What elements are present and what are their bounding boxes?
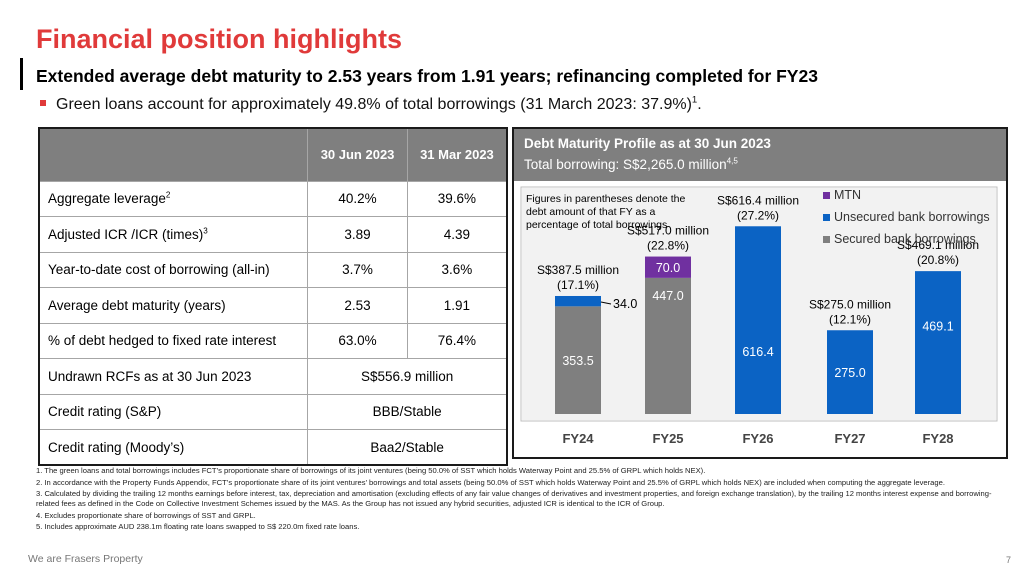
bar-segment xyxy=(735,226,781,414)
footer-tagline: We are Frasers Property xyxy=(28,553,143,565)
table-row: Undrawn RCFs as at 30 Jun 2023 S$556.9 mi… xyxy=(38,358,508,395)
row-value-jun: 3.89 xyxy=(307,216,408,253)
chart-title: Debt Maturity Profile as at 30 Jun 2023 xyxy=(524,136,771,151)
table-corner-cell xyxy=(38,127,309,182)
total-label: S$517.0 million xyxy=(627,224,709,238)
row-value-mar: 4.39 xyxy=(406,216,508,253)
table-row: Year-to-date cost of borrowing (all-in) 3… xyxy=(38,251,508,288)
data-label: 353.5 xyxy=(562,354,593,368)
footnote-item: 4. Excludes proportionate share of borro… xyxy=(36,510,256,520)
page-title: Financial position highlights xyxy=(36,24,402,54)
row-label: % of debt hedged to fixed rate interest xyxy=(38,322,309,359)
row-label: Average debt maturity (years) xyxy=(38,287,309,324)
bar-segment xyxy=(645,277,691,414)
table-row: Aggregate leverage2 40.2% 39.6% xyxy=(38,180,508,217)
row-value-mar: 3.6% xyxy=(406,251,508,288)
total-label: S$387.5 million xyxy=(537,263,619,277)
leader-line xyxy=(600,301,612,305)
row-label: Credit rating (S&P) xyxy=(38,393,309,430)
legend-swatch xyxy=(823,214,830,221)
footnotes: 1. The green loans and total borrowings … xyxy=(36,466,996,534)
data-label: 70.0 xyxy=(656,261,680,275)
chart-subtitle: Total borrowing: S$2,265.0 million4,5 xyxy=(524,156,738,172)
table-row: Credit rating (Moody’s) Baa2/Stable xyxy=(38,429,508,466)
row-value-mar: 39.6% xyxy=(406,180,508,217)
debt-maturity-chart: 353.5 34.0 447.0 70.0 616.4 275.0 469.1 S$387.5… xyxy=(520,186,998,446)
debt-maturity-panel: Debt Maturity Profile as at 30 Jun 2023 … xyxy=(512,127,1008,459)
financial-metrics-table: 30 Jun 2023 31 Mar 2023 Aggregate levera… xyxy=(38,127,508,466)
row-label: Credit rating (Moody’s) xyxy=(38,429,309,466)
chart-note-line: Figures in parentheses denote the xyxy=(526,193,686,205)
total-label: (17.1%) xyxy=(557,278,599,292)
x-tick-label: FY26 xyxy=(742,431,773,446)
row-value-merged: BBB/Stable xyxy=(307,393,508,430)
total-label: (12.1%) xyxy=(829,312,871,326)
data-label: 469.1 xyxy=(922,320,953,334)
data-label: 616.4 xyxy=(742,345,773,359)
page-subtitle: Extended average debt maturity to 2.53 y… xyxy=(36,66,818,86)
bullet-green-loans: Green loans account for approximately 49… xyxy=(40,94,702,114)
legend-label: Secured bank borrowings xyxy=(834,232,976,246)
total-label: S$616.4 million xyxy=(717,193,799,207)
legend-swatch xyxy=(823,236,830,243)
row-value-mar: 76.4% xyxy=(406,322,508,359)
table-row: Average debt maturity (years) 2.53 1.91 xyxy=(38,287,508,324)
table-header-mar: 31 Mar 2023 xyxy=(406,127,508,182)
row-label: Adjusted ICR /ICR (times)3 xyxy=(38,216,309,253)
bullet-text: Green loans account for approximately 49… xyxy=(56,96,692,113)
data-label: 34.0 xyxy=(613,297,637,311)
bar-segment xyxy=(555,295,601,307)
page-number: 7 xyxy=(1006,555,1012,565)
x-tick-label: FY27 xyxy=(834,431,865,446)
chart-note-line: percentage of total borrowings xyxy=(526,219,667,231)
row-label: Aggregate leverage2 xyxy=(38,180,309,217)
legend-label: MTN xyxy=(834,188,861,202)
footnote-item: 3. Calculated by dividing the trailing 1… xyxy=(36,489,992,509)
x-tick-label: FY24 xyxy=(562,431,594,446)
total-label: (20.8%) xyxy=(917,253,959,267)
row-value-mar: 1.91 xyxy=(406,287,508,324)
row-label: Undrawn RCFs as at 30 Jun 2023 xyxy=(38,358,309,395)
row-value-jun: 63.0% xyxy=(307,322,408,359)
x-tick-label: FY28 xyxy=(922,431,953,446)
footnote-item: 1. The green loans and total borrowings … xyxy=(36,466,706,475)
bullet-square-icon xyxy=(40,99,46,106)
bar-segment xyxy=(555,306,601,414)
x-tick-label: FY25 xyxy=(652,431,683,446)
row-label: Year-to-date cost of borrowing (all-in) xyxy=(38,251,309,288)
row-value-jun: 3.7% xyxy=(307,251,408,288)
table-row: Credit rating (S&P) BBB/Stable xyxy=(38,393,508,430)
table-row: % of debt hedged to fixed rate interest 6… xyxy=(38,322,508,359)
footnote-item: 5. Includes approximate AUD 238.1m float… xyxy=(36,522,360,532)
legend-swatch xyxy=(823,192,830,199)
bullet-footnote-ref: 1 xyxy=(691,94,698,106)
footnote-item: 2. In accordance with the Property Funds… xyxy=(36,477,945,487)
bar-segment xyxy=(915,271,961,414)
row-value-jun: 40.2% xyxy=(307,180,408,217)
bar-segment xyxy=(827,330,873,414)
title-divider xyxy=(20,58,23,90)
row-value-merged: S$556.9 million xyxy=(307,358,508,395)
total-label: (22.8%) xyxy=(647,239,689,253)
row-value-jun: 2.53 xyxy=(307,287,408,324)
data-label: 447.0 xyxy=(652,289,683,303)
panel-header: Debt Maturity Profile as at 30 Jun 2023 … xyxy=(514,129,1006,181)
total-label: S$275.0 million xyxy=(809,297,891,311)
legend-label: Unsecured bank borrowings xyxy=(834,210,990,224)
total-label: (27.2%) xyxy=(737,208,779,222)
table-row: Adjusted ICR /ICR (times)3 3.89 4.39 xyxy=(38,216,508,253)
row-value-merged: Baa2/Stable xyxy=(307,429,508,466)
bar-segment xyxy=(645,256,691,278)
total-label: S$469.1 million xyxy=(897,238,979,252)
chart-note-line: debt amount of that FY as a xyxy=(526,206,656,218)
table-header-jun: 30 Jun 2023 xyxy=(307,127,408,182)
data-label: 275.0 xyxy=(834,366,865,380)
